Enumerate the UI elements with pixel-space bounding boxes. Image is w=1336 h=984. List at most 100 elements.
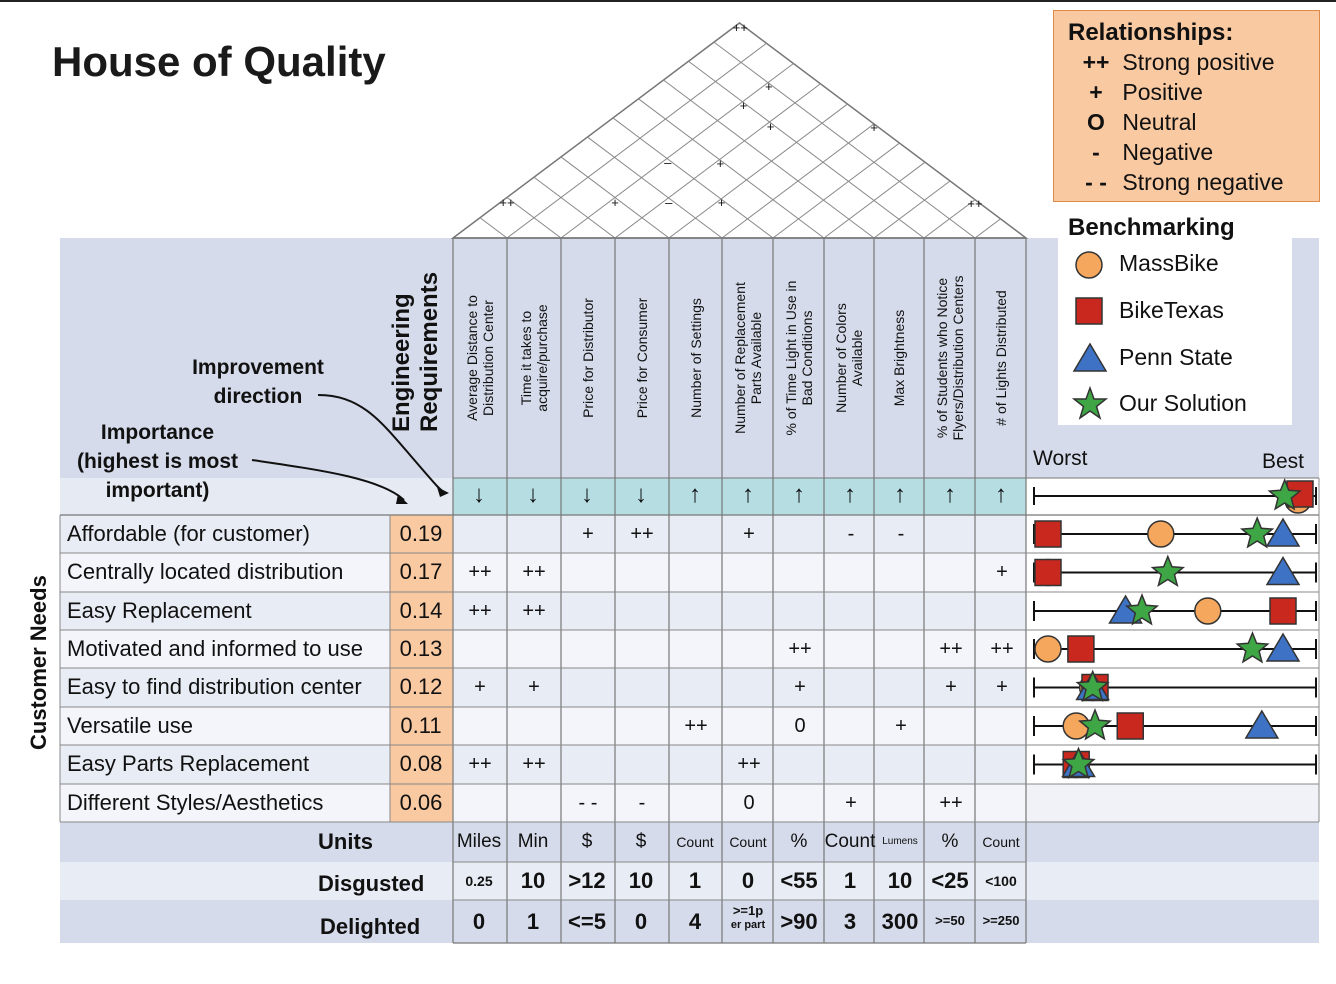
roof-correlation-mark: +: [739, 98, 748, 114]
improvement-direction-arrow: ↑: [894, 481, 906, 508]
legend-item-strong-positive: ++ Strong positive: [1082, 49, 1275, 75]
relationships-legend: Relationships: ++ Strong positive + Posi…: [1053, 10, 1320, 202]
our-solution-marker: [1124, 592, 1160, 626]
roof-correlation-mark: +: [717, 195, 726, 211]
unit-value: $: [581, 831, 593, 852]
roof-grid-line: [506, 197, 562, 239]
disgusted-value: 1: [688, 868, 702, 893]
roof-grid-line: [668, 103, 848, 239]
relation-row-bg: [453, 707, 1026, 745]
importance-value: 0.12: [399, 674, 443, 699]
triangle-marker-icon: [1072, 342, 1108, 372]
relationship-mark: +: [845, 792, 857, 814]
relationship-mark: ++: [684, 715, 708, 737]
engineering-requirement-line: Number of Settings: [687, 298, 704, 418]
legend-item-strong-negative: - - Strong negative: [1085, 169, 1284, 195]
biketexas-marker: [1067, 635, 1095, 663]
disgusted-value: <100: [985, 873, 1017, 889]
relationship-mark: ++: [522, 753, 546, 775]
engineering-requirement-line: Flyers/Distribution Centers: [949, 275, 966, 441]
relationship-mark: +: [794, 676, 806, 698]
our-solution-marker: [1075, 669, 1110, 703]
relationship-mark: ++: [522, 600, 546, 622]
engineering-requirement-label: % of Students who Notice Flyers/Distribut…: [934, 250, 966, 466]
unit-value: Miles: [456, 831, 502, 852]
disgusted-value: 10: [520, 868, 546, 893]
disgusted-value: 10: [628, 868, 654, 893]
unit-value: Count: [824, 831, 876, 852]
relationship-mark: ++: [939, 792, 963, 814]
relation-row-bg: [453, 745, 1026, 784]
relationship-mark: ++: [788, 638, 812, 660]
relationship-mark: +: [743, 523, 755, 545]
biketexas-marker: [1269, 597, 1297, 625]
engineering-requirement-label: Price for Distributor: [580, 250, 596, 466]
best-ours-marker: [1267, 477, 1302, 511]
roof-grid-line: [479, 217, 508, 239]
customer-need-label: Easy Parts Replacement: [67, 751, 310, 776]
improvement-direction-arrow: ↓: [635, 481, 647, 508]
units-row-label: Units: [318, 829, 373, 854]
delighted-value: >=250: [982, 913, 1020, 928]
circle-marker-icon: [1075, 251, 1103, 279]
engineering-requirement-label: Max Brightness: [891, 250, 907, 466]
delighted-value: >90: [780, 909, 818, 934]
unit-value: %: [941, 831, 959, 852]
customer-needs-label: Customer Needs: [26, 575, 51, 750]
unit-value: Count: [676, 834, 714, 850]
improvement-direction-arrow: ↑: [844, 481, 856, 508]
unit-value: Count: [982, 834, 1020, 850]
relation-row-bg: [453, 668, 1026, 707]
relationship-mark: 0: [743, 792, 755, 814]
roof-grid-line: [823, 161, 926, 239]
massbike-marker: [1034, 635, 1062, 663]
relationship-mark: - -: [578, 792, 598, 814]
need-row-bg: [60, 707, 390, 745]
delighted-value: 0: [472, 909, 486, 934]
disgusted-row-label: Disgusted: [318, 871, 425, 896]
benchmarking-legend-header: Benchmarking: [1068, 214, 1235, 241]
engineering-requirement-line: Bad Conditions: [798, 310, 815, 406]
customer-need-label: Different Styles/Aesthetics: [67, 790, 324, 815]
relation-row-bg: [453, 592, 1026, 630]
relationship-mark: ++: [939, 638, 963, 660]
engineering-requirement-line: Price for Consumer: [634, 297, 650, 419]
relationship-mark: +: [528, 676, 540, 698]
roof-correlation-mark: +: [766, 118, 775, 134]
engineering-requirement-line: Parts Available: [747, 311, 764, 405]
disgusted-value: 1: [843, 868, 857, 893]
importance-value: 0.13: [399, 636, 443, 661]
biketexas-marker: [1116, 712, 1144, 740]
importance-cell-bg: [390, 630, 453, 668]
improvement-direction-arrow: ↑: [689, 481, 701, 508]
biketexas-marker: [1034, 558, 1062, 587]
delighted-band: [60, 900, 1319, 943]
benchmarking-legend: Benchmarking MassBike BikeTexas Penn Sta…: [1058, 212, 1292, 425]
our-solution-marker: [1239, 515, 1275, 549]
roof-grid-line: [560, 156, 670, 239]
importance-value: 0.19: [399, 521, 443, 546]
improvement-direction-arrow: ↓: [473, 481, 485, 508]
customer-need-label: Motivated and informed to use: [67, 636, 363, 661]
header-band-requirements: [453, 238, 1026, 478]
roof-correlation-mark: ++: [732, 19, 748, 35]
header-band-left: [60, 238, 453, 515]
customer-need-label: Affordable (for customer): [67, 521, 310, 546]
delighted-row-label: Delighted: [320, 914, 421, 939]
roof-grid-line: [772, 142, 900, 239]
importance-cell-bg: [390, 592, 453, 630]
engineering-requirement-line: Average Distance to: [464, 295, 480, 421]
engineering-requirement-line: # of Lights Distributed: [992, 290, 1009, 426]
delighted-value: 0: [634, 909, 648, 934]
engineering-requirement-label: Price for Consumer: [634, 250, 650, 466]
engineering-requirement-label: Number of Replacement Parts Available: [732, 250, 764, 466]
roof-grid-line: [587, 136, 723, 239]
engineering-requirement-line: Available: [849, 329, 865, 387]
roof-grid-line: [506, 42, 767, 239]
importance-label: Importance (highest is most important): [76, 421, 239, 502]
importance-cell-bg: [390, 553, 453, 592]
roof-grid-line: [713, 41, 976, 239]
improvement-arrow-head: [437, 487, 449, 497]
engineering-requirement-label: Number of Settings: [688, 250, 704, 466]
relationship-mark: +: [996, 561, 1008, 583]
